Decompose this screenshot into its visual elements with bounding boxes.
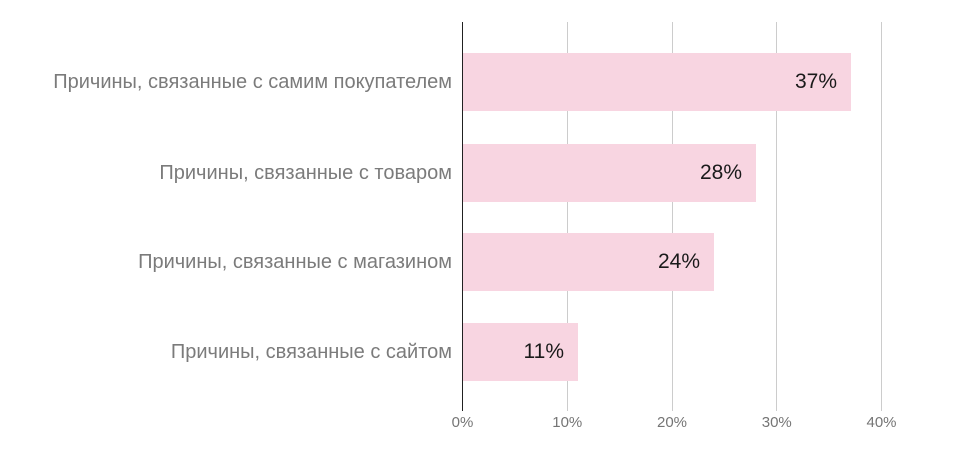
x-tick-label: 10% xyxy=(552,414,583,431)
gridline xyxy=(881,22,882,411)
y-axis-line xyxy=(462,22,463,411)
category-label: Причины, связанные с товаром xyxy=(159,161,452,184)
gridline xyxy=(776,22,777,411)
gridline xyxy=(567,22,568,411)
bar-value-label: 11% xyxy=(523,340,564,363)
bar: 11% xyxy=(463,323,578,381)
x-tick-label: 30% xyxy=(761,414,792,431)
x-tick-label: 0% xyxy=(451,414,474,431)
bar: 37% xyxy=(463,53,851,111)
category-label: Причины, связанные с самим покупателем xyxy=(53,70,452,93)
bar-value-label: 24% xyxy=(657,250,700,273)
plot-area: 37% 28% 24% 11% xyxy=(462,22,882,411)
bar-value-label: 37% xyxy=(794,70,837,93)
category-label: Причины, связанные с сайтом xyxy=(170,340,452,363)
bar-value-label: 28% xyxy=(699,161,742,184)
x-tick-label: 20% xyxy=(656,414,688,431)
bar: 28% xyxy=(463,144,756,202)
category-label: Причины, связанные с магазином xyxy=(138,250,452,273)
x-tick-label: 40% xyxy=(866,414,897,431)
bar: 24% xyxy=(463,233,714,291)
gridline xyxy=(672,22,673,411)
